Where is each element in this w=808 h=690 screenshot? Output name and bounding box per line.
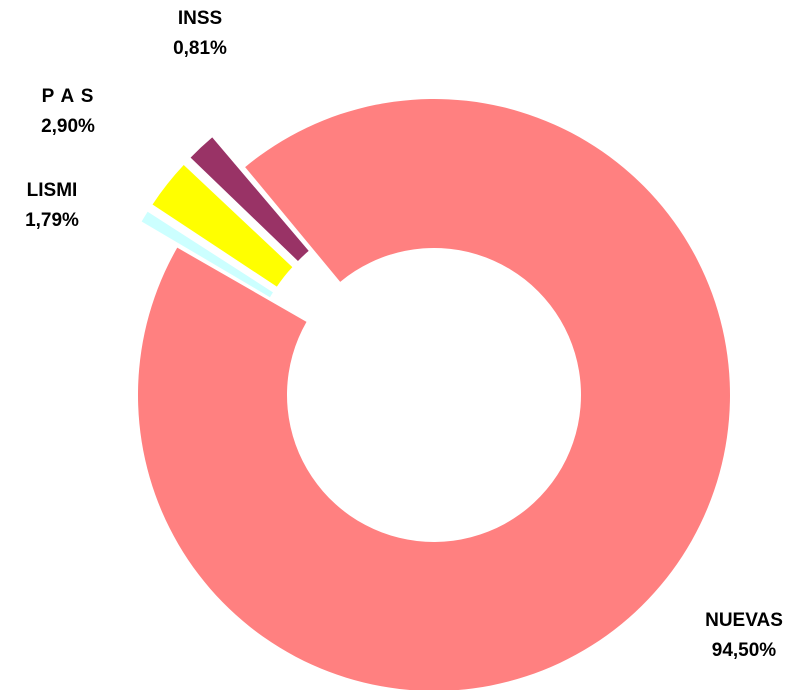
slice-value-inss: 0,81% bbox=[173, 38, 227, 59]
slice-value-nuevas: 94,50% bbox=[711, 640, 777, 661]
slice-nuevas bbox=[138, 99, 730, 690]
slice-pas bbox=[152, 165, 293, 287]
slice-label-nuevas: NUEVAS 94,50% bbox=[690, 606, 798, 666]
slice-label-lismi: LISMI 1,79% bbox=[10, 176, 94, 236]
slice-name-nuevas: NUEVAS bbox=[705, 610, 783, 631]
slice-name-pas: P A S bbox=[41, 86, 95, 107]
slice-label-inss: INSS 0,81% bbox=[160, 4, 240, 64]
slice-label-pas: P A S 2,90% bbox=[20, 82, 116, 142]
slice-value-pas: 2,90% bbox=[41, 116, 95, 137]
slice-name-lismi: LISMI bbox=[26, 180, 78, 201]
slice-value-lismi: 1,79% bbox=[25, 210, 79, 231]
slice-lismi bbox=[190, 137, 309, 261]
slice-inss bbox=[141, 211, 273, 298]
slice-name-inss: INSS bbox=[177, 8, 223, 29]
